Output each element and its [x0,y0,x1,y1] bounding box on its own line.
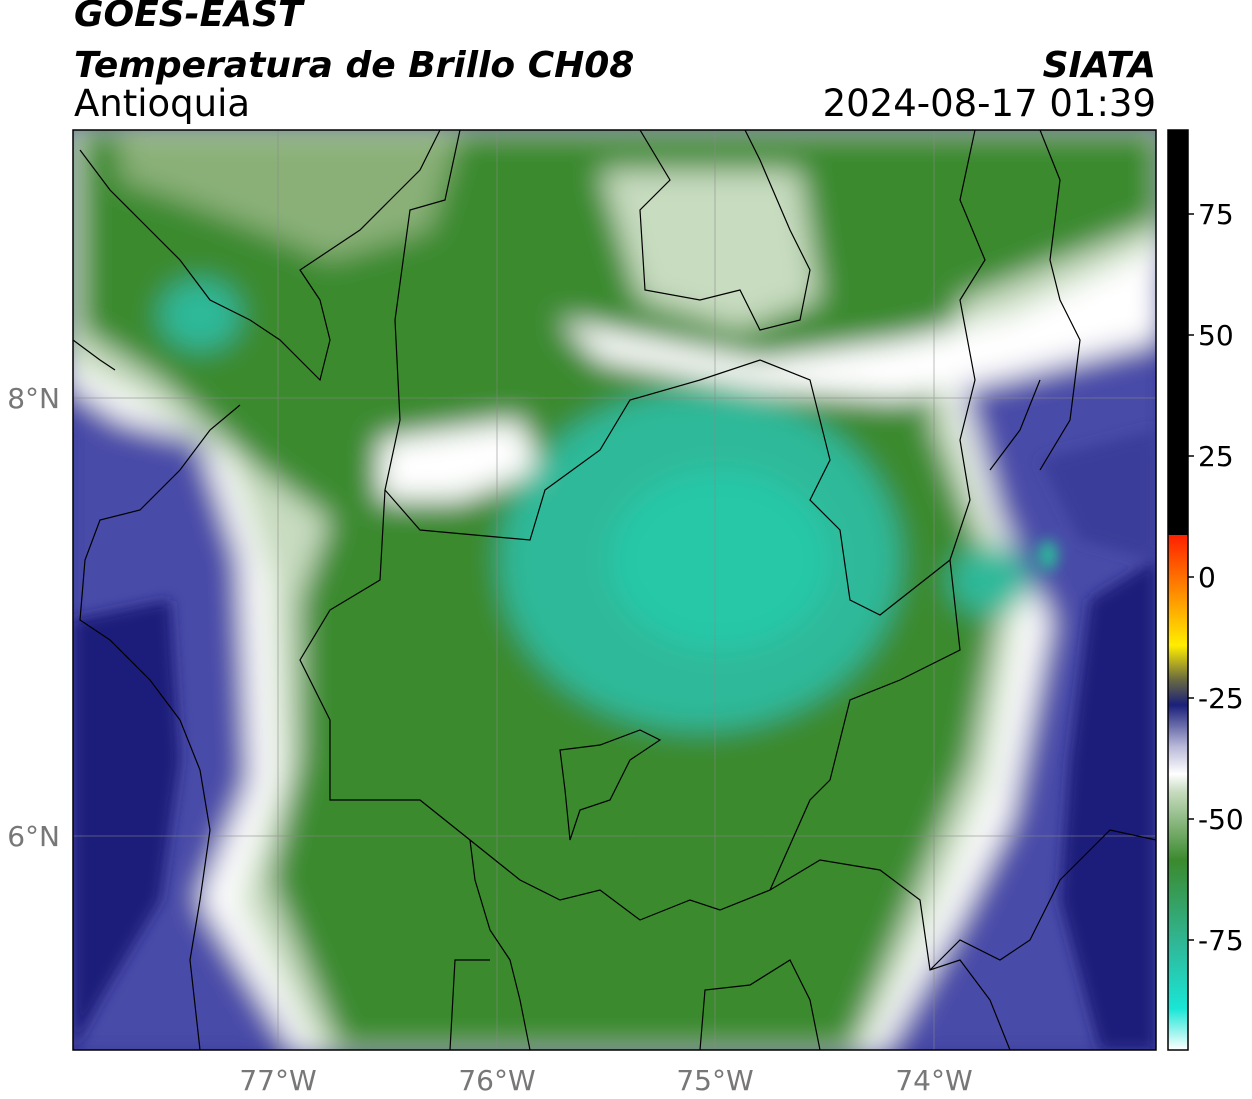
colorbar-tick-label: 50 [1198,319,1234,352]
axis-labels: 77°W 76°W 75°W 74°W 8°N 6°N [7,382,972,1097]
administrative-boundaries [299,130,1081,1050]
lon-label: 76°W [458,1064,535,1097]
datetime-label: 2024-08-17 01:39 [822,82,1156,125]
product-title: Temperatura de Brillo CH08 [74,45,635,86]
lon-label: 77°W [239,1064,316,1097]
colorbar-tick-label: 75 [1198,198,1234,231]
lon-label: 75°W [676,1064,753,1097]
colorbar-tick-label: -25 [1198,682,1244,715]
colorbar: 75 50 25 0 -25 -50 -75 [1167,129,1244,1051]
map-frame [72,129,1157,1051]
region-label: Antioquia [74,82,251,125]
colorbar-black-band [1168,130,1188,535]
lat-label: 6°N [7,820,60,853]
graticule [73,130,1156,1050]
lon-label: 74°W [895,1064,972,1097]
agency-label: SIATA [1042,45,1156,86]
colorbar-cold-band [1168,705,1188,1050]
colorbar-tick-label: 0 [1198,561,1216,594]
satellite-title: GOES-EAST [74,0,303,35]
colorbar-tick-label: -75 [1198,924,1244,957]
lat-label: 8°N [7,382,60,415]
coastline [73,130,1156,1050]
colorbar-warm-band [1168,535,1188,705]
colorbar-tick-label: -50 [1198,803,1244,836]
map-field [73,130,1156,1050]
colorbar-tick-label: 25 [1198,440,1234,473]
